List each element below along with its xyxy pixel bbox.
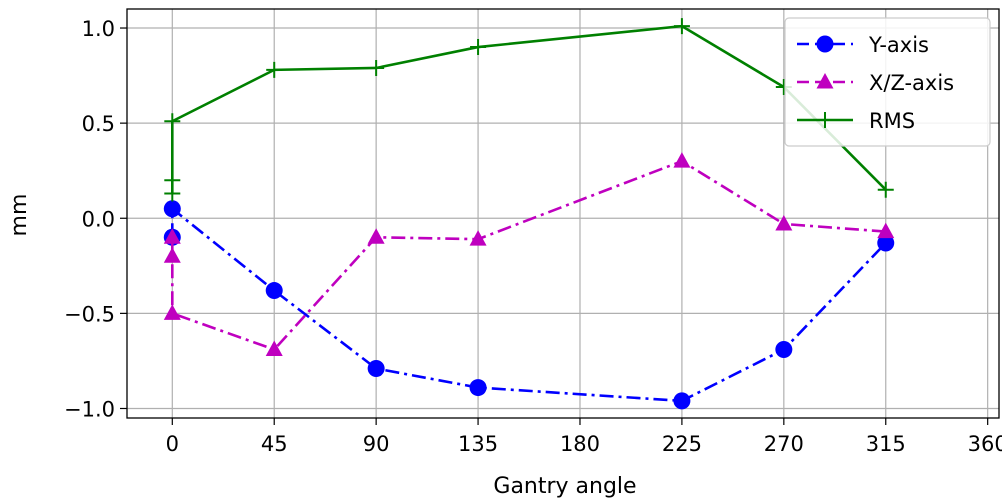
data-point xyxy=(368,59,385,76)
x-tick-label: 225 xyxy=(662,432,702,456)
legend-marker xyxy=(817,112,833,128)
data-point xyxy=(673,18,690,35)
x-tick-label: 180 xyxy=(560,432,600,456)
x-tick-label: 315 xyxy=(866,432,906,456)
y-tick-label: 0.0 xyxy=(82,207,115,231)
legend-entry: RMS xyxy=(797,109,915,133)
y-tick-label: 0.5 xyxy=(82,112,115,136)
data-point xyxy=(163,247,181,263)
data-point xyxy=(265,282,283,300)
x-tick-label: 90 xyxy=(363,432,390,456)
data-point xyxy=(265,340,283,357)
legend-box xyxy=(784,17,991,147)
legend-entry: X/Z-axis xyxy=(797,71,954,95)
series-y-axis xyxy=(163,200,895,410)
data-point xyxy=(877,181,894,198)
data-point xyxy=(163,200,181,218)
plot-area xyxy=(163,18,895,410)
data-point xyxy=(164,172,181,189)
x-tick-label: 45 xyxy=(261,432,288,456)
data-point xyxy=(469,230,487,246)
x-tick-label: 360 xyxy=(968,432,1002,456)
series-line xyxy=(170,159,886,351)
legend-marker xyxy=(816,73,834,89)
data-point xyxy=(266,61,283,78)
data-point xyxy=(877,222,895,239)
legend: Y-axis X/Z-axis RMS xyxy=(784,17,991,147)
y-tick-label: −0.5 xyxy=(64,302,115,326)
data-point xyxy=(367,228,385,244)
data-point xyxy=(163,228,181,244)
y-tick-label: 1.0 xyxy=(82,17,115,41)
legend-label: Y-axis xyxy=(868,33,929,57)
series-rms xyxy=(164,18,894,202)
legend-entry: Y-axis xyxy=(797,33,929,57)
data-point xyxy=(877,234,895,252)
data-point xyxy=(673,392,691,410)
data-point xyxy=(469,379,487,397)
x-tick-label: 0 xyxy=(166,432,179,456)
legend-label: X/Z-axis xyxy=(869,71,954,95)
legend-marker xyxy=(816,35,834,53)
data-point xyxy=(367,360,385,378)
data-point xyxy=(775,214,793,231)
series-line xyxy=(170,24,887,194)
x-tick-label: 270 xyxy=(764,432,804,456)
y-tick-label: −1.0 xyxy=(64,397,115,421)
series-x-z-axis xyxy=(163,152,895,357)
data-point xyxy=(673,152,691,168)
plot-frame xyxy=(126,8,1000,419)
y-axis-label: mm xyxy=(7,194,32,237)
x-axis-label: Gantry angle xyxy=(493,474,636,499)
data-point xyxy=(163,304,181,320)
legend-label: RMS xyxy=(869,109,915,133)
x-tick-label: 135 xyxy=(458,432,498,456)
data-point xyxy=(775,341,793,359)
data-point xyxy=(164,113,181,130)
series-line xyxy=(170,207,887,403)
data-point xyxy=(470,39,487,56)
axis-ticks: 0 45 90 135 180 225 270 315 360 −1.0 −0.5 0.0 0.5 1.0 xyxy=(64,17,1002,456)
